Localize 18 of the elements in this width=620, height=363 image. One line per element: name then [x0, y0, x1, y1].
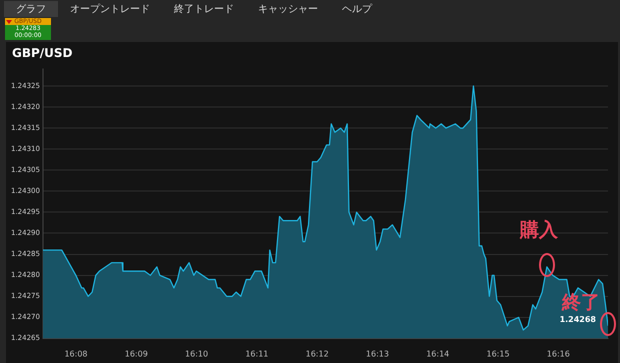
text: オープントレード [69, 2, 151, 16]
x-tick-label: 16:12 [306, 349, 329, 358]
x-tick-label: 16:09 [124, 349, 148, 358]
text: 終了トレード [173, 2, 235, 16]
x-tick-label: 16:14 [426, 349, 450, 358]
annotation: 購入 [518, 218, 559, 241]
annotation: 終了 [561, 292, 600, 314]
x-tick-label: 16:16 [546, 349, 570, 358]
data-label: 1.24268 [560, 314, 596, 324]
text: ヘルプ [341, 2, 374, 16]
text: キャッシャー [257, 2, 319, 16]
chart-title: GBP/USD [12, 46, 73, 60]
text: グラフ [4, 0, 58, 16]
x-tick-label: 16:08 [64, 349, 88, 358]
x-tick-label: 16:15 [486, 349, 510, 358]
x-tick-label: 16:11 [245, 349, 268, 358]
x-tick-label: 16:13 [366, 349, 389, 358]
x-tick-label: 16:10 [185, 349, 208, 358]
